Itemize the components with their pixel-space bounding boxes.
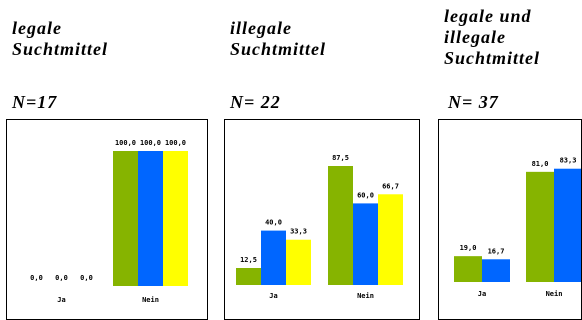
chart-1-n-label: N=17 [12,92,58,112]
chart-2-plot: 12,5 40,0 33,3 Ja 87,5 60,0 66,7 Nein [236,154,403,300]
chart-1-value-label-ja-s1: 0,0 [30,274,43,282]
chart-3-value-label-ja-s2: 16,7 [488,247,505,255]
chart-1-value-label-ja-s3: 0,0 [80,274,93,282]
chart-3-n-label: N= 37 [448,92,499,112]
chart-1: 0,0 0,0 0,0 Ja 100,0 100,0 100,0 Nein [6,119,208,320]
chart-2-value-label-ja-s2: 40,0 [265,219,282,227]
chart-2-bar-ja-s1 [236,268,261,285]
chart-2-value-label-nein-s2: 60,0 [357,191,374,199]
chart-2-category-label-nein: Nein [357,292,374,300]
chart-3-bar-nein-s2 [554,168,581,282]
chart-1-title: legale Suchtmittel [12,18,109,59]
chart-3-bar-nein-s1 [526,171,554,282]
chart-2-value-label-ja-s1: 12,5 [240,256,257,264]
chart-1-category-label-nein: Nein [142,296,159,304]
chart-1-plot: 0,0 0,0 0,0 Ja 100,0 100,0 100,0 Nein [30,139,188,304]
chart-1-value-label-nein-s1: 100,0 [115,139,136,147]
chart-1-category-label-ja: Ja [57,296,65,304]
chart-1-value-label-ja-s2: 0,0 [55,274,68,282]
chart-3-title: legale und illegale Suchtmittel [444,6,541,68]
chart-2: 12,5 40,0 33,3 Ja 87,5 60,0 66,7 Nein [224,119,420,320]
chart-1-value-label-nein-s3: 100,0 [165,139,186,147]
chart-1-bar-nein-s2 [138,151,163,286]
chart-2-value-label-nein-s3: 66,7 [382,182,399,190]
chart-2-bar-nein-s3 [378,194,403,285]
chart-2-title: illegale Suchtmittel [230,18,327,59]
chart-2-bar-nein-s2 [353,203,378,285]
chart-3-value-label-nein-s1: 81,0 [532,160,549,168]
chart-3-value-label-ja-s1: 19,0 [460,244,477,252]
chart-2-bar-nein-s1 [328,166,353,285]
chart-2-n-label: N= 22 [230,92,281,112]
chart-3-bar-ja-s1 [454,256,482,282]
chart-2-value-label-ja-s3: 33,3 [290,228,307,236]
chart-1-bar-nein-s1 [113,151,138,286]
chart-3-category-label-ja: Ja [478,290,486,298]
chart-3: 19,0 16,7 Ja 81,0 83,3 Nein [438,119,582,320]
chart-1-value-label-nein-s2: 100,0 [140,139,161,147]
chart-2-bar-ja-s3 [286,239,311,285]
chart-2-value-label-nein-s1: 87,5 [332,154,349,162]
chart-1-bar-nein-s3 [163,151,188,286]
chart-2-category-label-ja: Ja [269,292,277,300]
chart-3-bar-ja-s2 [482,259,510,282]
chart-3-plot: 19,0 16,7 Ja 81,0 83,3 Nein [454,157,581,298]
chart-3-value-label-nein-s2: 83,3 [560,157,577,165]
chart-2-bar-ja-s2 [261,230,286,285]
chart-3-category-label-nein: Nein [546,290,563,298]
